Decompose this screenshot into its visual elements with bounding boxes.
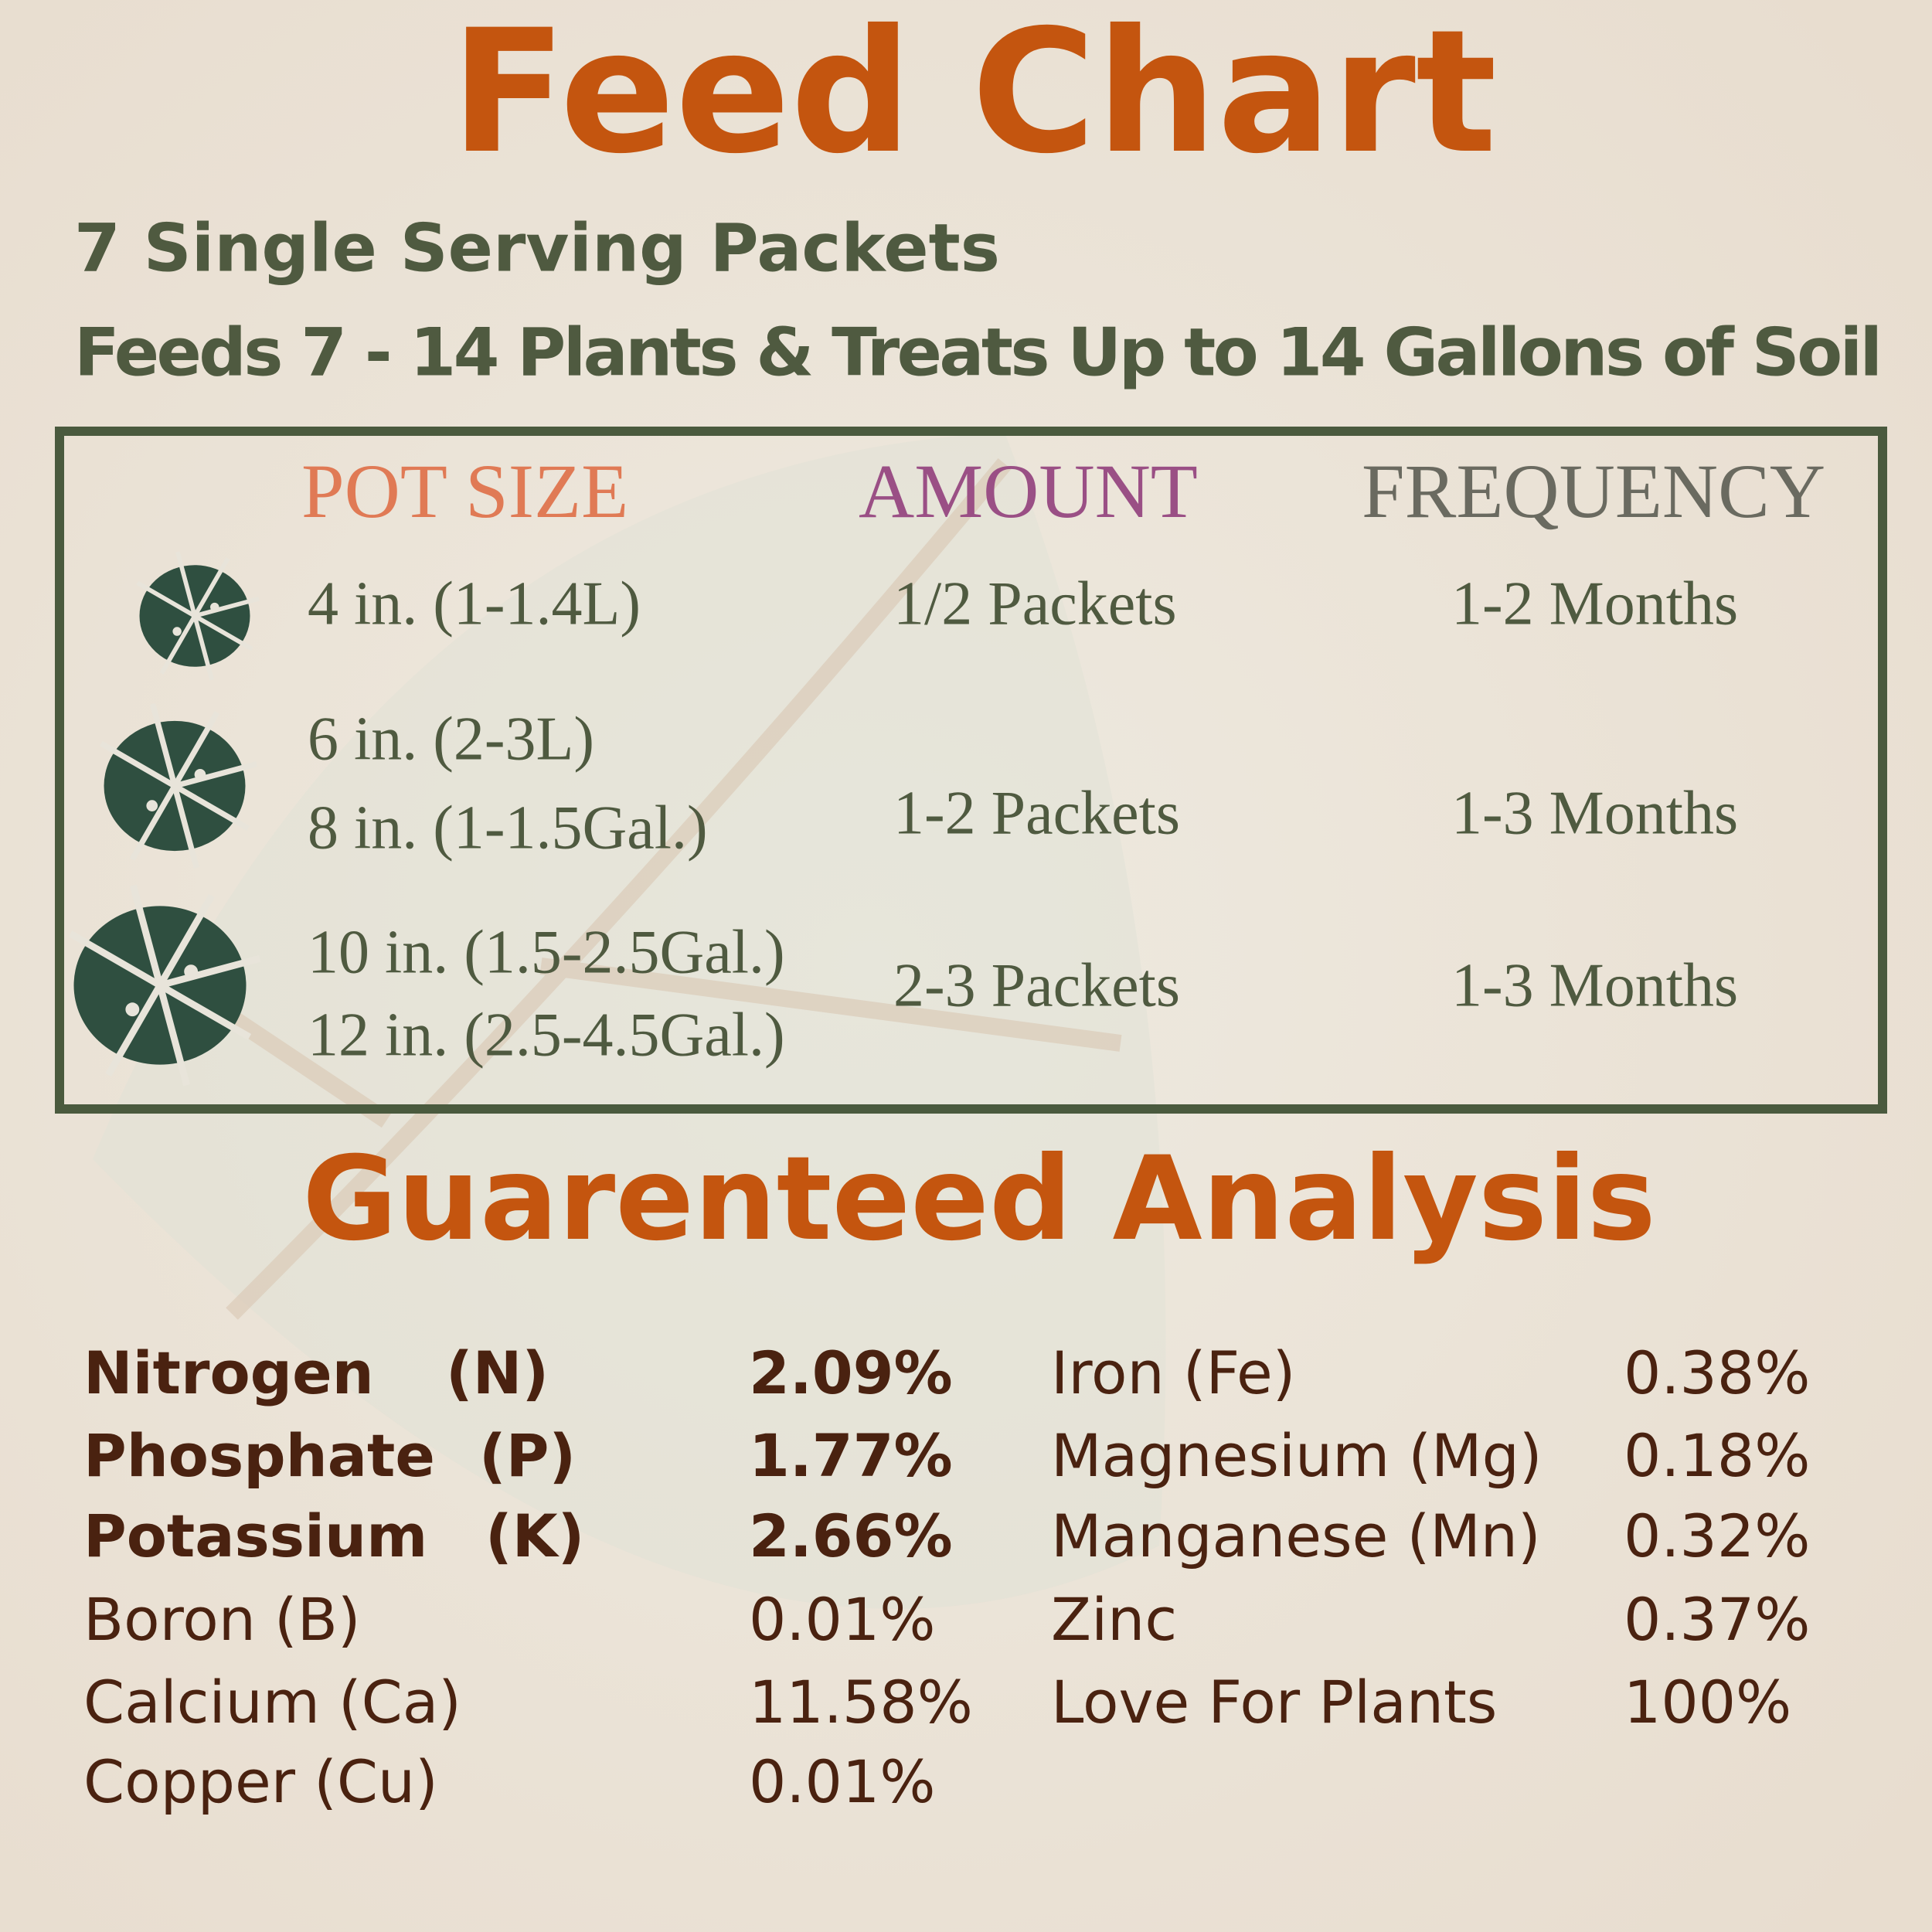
- nutrient-name: Zinc: [1051, 1585, 1177, 1654]
- column-header: POT SIZE: [301, 448, 628, 534]
- amount: 2-3 Packets: [893, 951, 1180, 1019]
- nutrient-name: Calcium (Ca): [83, 1668, 461, 1736]
- nutrient-name: Nitrogen: [83, 1338, 374, 1407]
- leaf-hole: [146, 800, 158, 811]
- nutrient-value: 0.32%: [1624, 1502, 1810, 1570]
- leaf-split: [172, 785, 199, 869]
- leaf-split: [156, 984, 190, 1087]
- leaf-hole: [125, 1002, 140, 1017]
- leaf-split: [175, 551, 197, 617]
- leaf-split: [150, 702, 178, 787]
- nutrient-value: 11.58%: [749, 1668, 973, 1736]
- nutrient-value: 100%: [1624, 1668, 1791, 1736]
- leaf-backdrop: [93, 433, 1166, 1609]
- nutrient-value: 0.18%: [1624, 1421, 1810, 1490]
- leaf-icon: [100, 702, 258, 869]
- leaf-split: [105, 983, 163, 1077]
- leaf-split: [157, 893, 215, 988]
- nutrient-name: Love For Plants: [1051, 1668, 1497, 1736]
- leaf-split: [130, 884, 164, 987]
- frequency: 1-3 Months: [1451, 779, 1738, 847]
- nutrient-value: 2.09%: [749, 1338, 953, 1407]
- leaf-split: [174, 761, 258, 789]
- pot-size: 4 in. (1-1.4L): [308, 570, 641, 638]
- leaf-split: [159, 614, 197, 675]
- leaf-split: [136, 580, 196, 618]
- pot-size: 12 in. (2.5-4.5Gal.): [308, 1001, 785, 1069]
- nutrient-value: 0.01%: [749, 1747, 935, 1816]
- nutrient-name: Copper (Cu): [83, 1747, 438, 1816]
- nutrient-name: Boron (B): [83, 1585, 360, 1654]
- leaf-hole: [210, 602, 219, 612]
- leaf-split: [192, 557, 230, 617]
- pot-size: 8 in. (1-1.5Gal.): [308, 794, 708, 862]
- nutrient-name: Magnesium (Mg): [1051, 1421, 1543, 1490]
- title: Feed Chart: [451, 0, 1497, 191]
- pot-size: 6 in. (2-3L): [308, 705, 594, 773]
- amount: 1-2 Packets: [893, 779, 1180, 847]
- nutrient-value: 0.01%: [749, 1585, 935, 1654]
- frequency: 1-3 Months: [1451, 951, 1738, 1019]
- leaf-split: [158, 982, 252, 1040]
- nutrient-value: 0.38%: [1624, 1338, 1810, 1407]
- nutrient-name: Potassium: [83, 1502, 427, 1570]
- analysis-title: Guarenteed Analysis: [302, 1132, 1656, 1267]
- nutrient-value: 1.77%: [749, 1421, 953, 1490]
- frequency: 1-2 Months: [1451, 570, 1738, 638]
- nutrient-name: Manganese (Mn): [1051, 1502, 1541, 1570]
- leaf-split: [192, 615, 214, 681]
- leaf-icons: [68, 551, 261, 1087]
- nutrient-symbol: (P): [479, 1421, 576, 1490]
- leaf-split: [173, 783, 250, 832]
- leaf-split: [172, 711, 220, 787]
- nutrient-symbol: (N): [446, 1338, 549, 1407]
- column-header: FREQUENCY: [1362, 448, 1825, 534]
- leaf-split: [129, 784, 178, 861]
- leaf-split: [194, 597, 260, 618]
- subtitle: Feeds 7 - 14 Plants & Treats Up to 14 Ga…: [74, 314, 1883, 391]
- leaf-split: [68, 930, 162, 988]
- nutrient-name: Phosphate: [83, 1421, 435, 1490]
- amount: 1/2 Packets: [893, 570, 1177, 638]
- leaf-hole: [172, 627, 182, 636]
- leaf-icon: [68, 884, 261, 1087]
- leaf-icon: [136, 551, 260, 681]
- table-frame: [55, 427, 1887, 1114]
- pot-size: 10 in. (1.5-2.5Gal.): [308, 918, 785, 986]
- leaf-split: [193, 614, 253, 651]
- leaf-hole: [194, 769, 206, 781]
- nutrient-name: Iron (Fe): [1051, 1338, 1295, 1407]
- leaf-split: [158, 955, 261, 989]
- subtitle: 7 Single Serving Packets: [74, 209, 1000, 287]
- nutrient-value: 0.37%: [1624, 1585, 1810, 1654]
- leaf-split: [100, 740, 176, 789]
- leaf-hole: [184, 964, 199, 979]
- nutrient-value: 2.66%: [749, 1502, 953, 1570]
- column-header: AMOUNT: [859, 448, 1198, 534]
- nutrient-symbol: (K): [485, 1502, 584, 1570]
